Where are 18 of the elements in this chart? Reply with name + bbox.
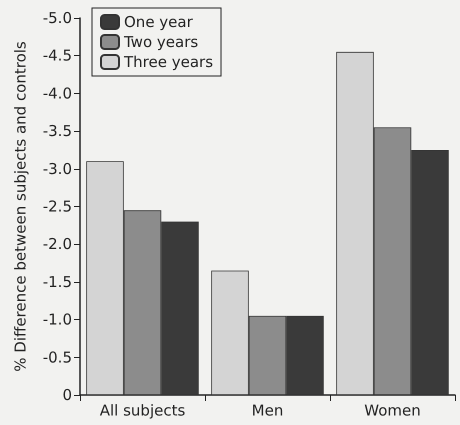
y-tick-label: -3.0	[42, 160, 72, 178]
y-tick-label: -1.5	[42, 272, 72, 291]
y-tick-label: -4.5	[42, 46, 72, 65]
y-tick-label: -4.0	[42, 84, 72, 102]
y-axis-title: % Difference between subjects and controls	[12, 41, 30, 372]
legend-label: One year	[124, 13, 194, 31]
y-tick-label: 0	[62, 386, 72, 404]
y-tick-label: -0.5	[42, 348, 72, 366]
x-tick-label: Men	[252, 402, 284, 420]
legend-label: Two years	[123, 33, 198, 51]
legend-label: Three years	[123, 53, 214, 71]
y-tick-label: -1.0	[42, 310, 72, 329]
y-tick-label: -5.0	[42, 9, 72, 27]
x-tick-label: All subjects	[100, 402, 186, 420]
y-tick-label: -2.5	[42, 198, 72, 216]
y-tick-label: -2.0	[42, 235, 72, 254]
x-tick-label: Women	[364, 402, 421, 420]
y-tick-label: -3.5	[42, 122, 72, 140]
